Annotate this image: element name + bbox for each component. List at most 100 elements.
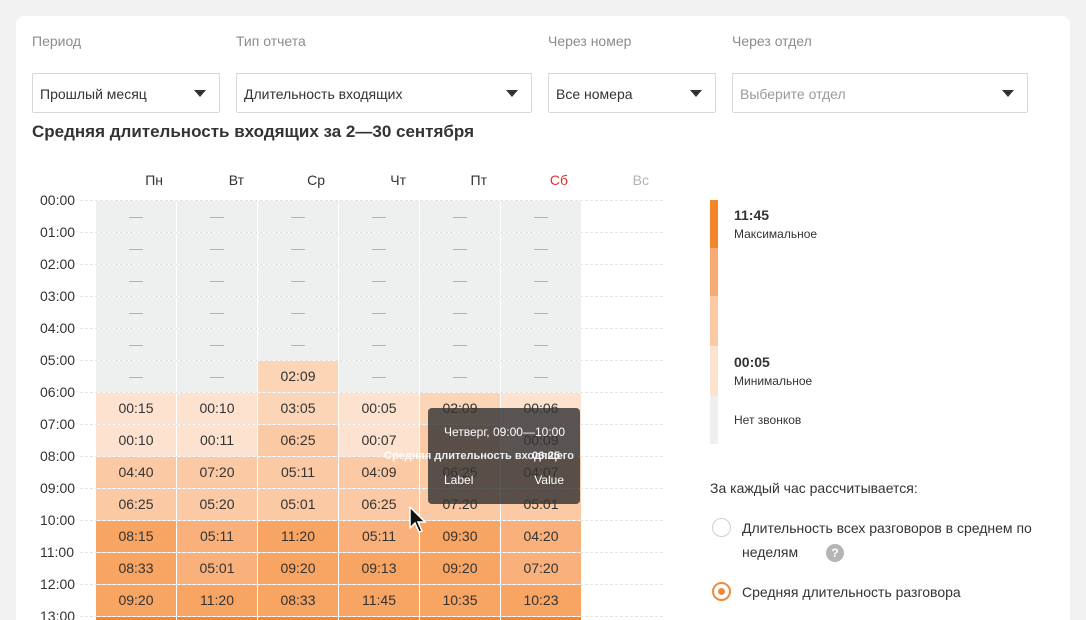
- heatmap-cell[interactable]: —: [501, 265, 581, 296]
- heatmap-cell[interactable]: 02:09: [258, 361, 338, 392]
- day-header: Пт: [470, 172, 487, 188]
- heatmap-cell[interactable]: 09:20: [420, 553, 500, 584]
- heatmap-cell[interactable]: —: [501, 201, 581, 232]
- heatmap-cell[interactable]: 09:13: [339, 553, 419, 584]
- heatmap-cell[interactable]: 09:30: [420, 521, 500, 552]
- heatmap-cell[interactable]: —: [258, 265, 338, 296]
- heatmap-cell[interactable]: —: [96, 233, 176, 264]
- number-select[interactable]: Все номера: [548, 73, 716, 113]
- heatmap-cell[interactable]: [501, 617, 581, 620]
- heatmap-cell[interactable]: 05:11: [177, 521, 257, 552]
- period-select[interactable]: Прошлый месяц: [32, 73, 220, 113]
- heatmap-cell[interactable]: 08:15: [96, 521, 176, 552]
- heatmap-cell: [582, 425, 662, 456]
- heatmap-cell[interactable]: 00:15: [96, 393, 176, 424]
- heatmap-cell[interactable]: 00:11: [177, 425, 257, 456]
- heatmap-cell[interactable]: 00:05: [339, 393, 419, 424]
- radio-weekly-average-label[interactable]: Длительность всех разговоров в среднем п…: [742, 520, 1032, 560]
- heatmap-cell[interactable]: —: [258, 297, 338, 328]
- radio-average-duration[interactable]: [712, 582, 731, 601]
- heatmap-cell[interactable]: —: [96, 297, 176, 328]
- heatmap-cell[interactable]: [96, 617, 176, 620]
- heatmap-cell[interactable]: 08:33: [96, 553, 176, 584]
- heatmap-cell[interactable]: 06:25: [96, 489, 176, 520]
- heatmap-cell: [582, 585, 662, 616]
- heatmap-cell[interactable]: 05:20: [177, 489, 257, 520]
- heatmap-cell[interactable]: 04:20: [501, 521, 581, 552]
- heatmap-cell[interactable]: 10:35: [420, 585, 500, 616]
- radio-weekly-average[interactable]: [712, 518, 731, 537]
- heatmap-cell: [582, 297, 662, 328]
- help-icon[interactable]: ?: [826, 544, 844, 562]
- heatmap-cell[interactable]: [177, 617, 257, 620]
- heatmap-cell[interactable]: 09:20: [96, 585, 176, 616]
- grid-line: [80, 200, 663, 201]
- heatmap-cell[interactable]: —: [420, 329, 500, 360]
- heatmap-cell[interactable]: —: [258, 329, 338, 360]
- heatmap-cell[interactable]: 06:25: [339, 489, 419, 520]
- heatmap-cell[interactable]: —: [501, 297, 581, 328]
- heatmap-cell[interactable]: —: [96, 329, 176, 360]
- legend-min-caption: Минимальное: [734, 374, 813, 388]
- hour-label: 08:00: [40, 448, 76, 464]
- heatmap-cell[interactable]: —: [339, 201, 419, 232]
- heatmap-cell[interactable]: —: [177, 201, 257, 232]
- report-type-select[interactable]: Длительность входящих: [236, 73, 532, 113]
- heatmap-cell[interactable]: —: [420, 201, 500, 232]
- heatmap-cell[interactable]: —: [339, 297, 419, 328]
- heatmap-cell[interactable]: —: [258, 201, 338, 232]
- heatmap-cell[interactable]: 10:23: [501, 585, 581, 616]
- heatmap-cell: [582, 265, 662, 296]
- heatmap-cell[interactable]: 07:20: [177, 457, 257, 488]
- heatmap-cell[interactable]: —: [177, 297, 257, 328]
- tooltip-title: Четверг, 09:00—10:00: [444, 425, 565, 439]
- heatmap-cell[interactable]: —: [501, 361, 581, 392]
- heatmap-cell[interactable]: —: [177, 265, 257, 296]
- heatmap-cell[interactable]: —: [420, 265, 500, 296]
- heatmap-cell[interactable]: —: [339, 361, 419, 392]
- heatmap-cell[interactable]: 04:09: [339, 457, 419, 488]
- heatmap-cell[interactable]: 05:11: [258, 457, 338, 488]
- department-select[interactable]: Выберите отдел: [732, 73, 1028, 113]
- heatmap-cell[interactable]: 11:20: [258, 521, 338, 552]
- heatmap-cell[interactable]: —: [339, 329, 419, 360]
- hour-label: 03:00: [40, 288, 76, 304]
- heatmap-cell[interactable]: 11:45: [339, 585, 419, 616]
- heatmap-cell[interactable]: —: [501, 233, 581, 264]
- radio-average-duration-label[interactable]: Средняя длительность разговора: [742, 584, 961, 600]
- heatmap-cell[interactable]: 11:20: [177, 585, 257, 616]
- heatmap-cell[interactable]: 07:20: [501, 553, 581, 584]
- day-header: Вт: [228, 172, 244, 188]
- heatmap-cell[interactable]: —: [339, 265, 419, 296]
- heatmap-cell[interactable]: 03:05: [258, 393, 338, 424]
- heatmap-cell[interactable]: 05:11: [339, 521, 419, 552]
- heatmap-cell[interactable]: 00:10: [177, 393, 257, 424]
- heatmap-cell[interactable]: —: [96, 361, 176, 392]
- heatmap-cell[interactable]: [420, 617, 500, 620]
- heatmap-cell[interactable]: [258, 617, 338, 620]
- heatmap-cell[interactable]: 05:01: [258, 489, 338, 520]
- heatmap-cell[interactable]: —: [420, 297, 500, 328]
- heatmap-cell[interactable]: —: [96, 265, 176, 296]
- heatmap-cell[interactable]: 09:20: [258, 553, 338, 584]
- heatmap-cell[interactable]: —: [501, 329, 581, 360]
- heatmap-cell[interactable]: —: [258, 233, 338, 264]
- heatmap-cell[interactable]: [339, 617, 419, 620]
- heatmap-cell[interactable]: —: [339, 233, 419, 264]
- grid-line: [80, 264, 663, 265]
- heatmap-cell[interactable]: —: [96, 201, 176, 232]
- hour-label: 06:00: [40, 384, 76, 400]
- heatmap-cell: [582, 553, 662, 584]
- heatmap-cell[interactable]: 06:25: [258, 425, 338, 456]
- grid-line: [80, 328, 663, 329]
- heatmap-cell[interactable]: 08:33: [258, 585, 338, 616]
- heatmap-cell[interactable]: 04:40: [96, 457, 176, 488]
- heatmap-cell[interactable]: 05:01: [177, 553, 257, 584]
- heatmap-cell[interactable]: —: [420, 361, 500, 392]
- heatmap-cell[interactable]: 00:07: [339, 425, 419, 456]
- heatmap-cell[interactable]: 00:10: [96, 425, 176, 456]
- heatmap-cell[interactable]: —: [177, 233, 257, 264]
- heatmap-cell[interactable]: —: [420, 233, 500, 264]
- heatmap-cell[interactable]: —: [177, 361, 257, 392]
- heatmap-cell[interactable]: —: [177, 329, 257, 360]
